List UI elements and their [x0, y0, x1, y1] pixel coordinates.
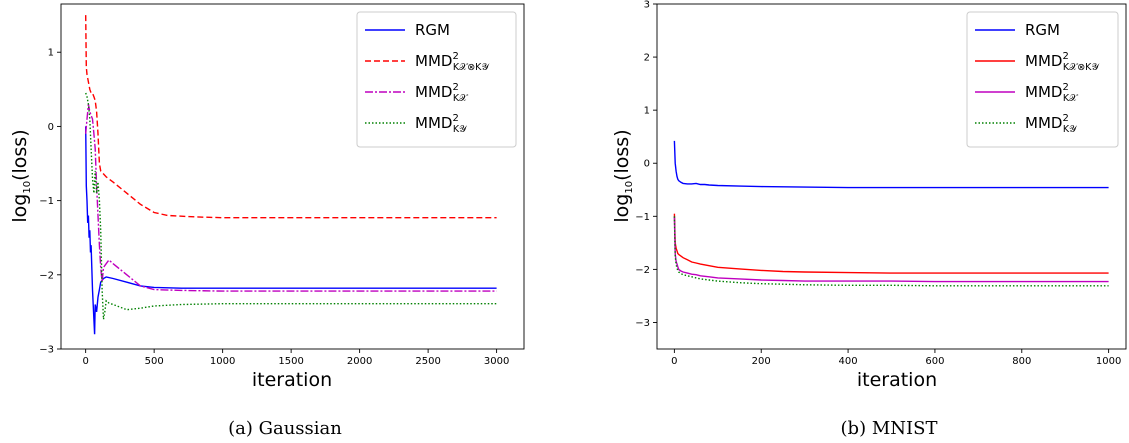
x-tick-label: 0 — [671, 356, 677, 367]
plot-frame-mnist — [656, 3, 1127, 350]
legend-entry-subscript: K𝒴 — [1063, 124, 1078, 135]
legend-entry: MMD2 K𝒳 — [415, 82, 469, 104]
legend-entry-subscript: K𝒳 — [1063, 93, 1079, 104]
series-line-3 — [85, 92, 497, 320]
legend-entry-subscript: K𝒳⊗K𝒴 — [1063, 62, 1101, 73]
y-axis-label-gaussian: log10(loss) — [9, 129, 33, 222]
x-tick-label: 1500 — [278, 356, 303, 367]
caption-gaussian: (a) Gaussian — [228, 418, 342, 439]
ticks-mnist: 0 200 400 600 800 1000 −3 −2 −1 0 1 2 3 — [635, 0, 1121, 367]
legend-entry-superscript: 2 — [1062, 51, 1068, 62]
x-axis-label-gaussian: iteration — [252, 369, 332, 391]
y-axis-label-subscript: 10 — [624, 181, 635, 194]
y-axis-label-base: log — [9, 194, 31, 223]
legend-entry-main: RGM — [415, 21, 450, 39]
legend-entry-main: MMD — [415, 52, 452, 70]
y-tick-label: 1 — [48, 48, 54, 59]
legend-entry-main: MMD — [415, 83, 452, 101]
y-axis-label-rest: (loss) — [9, 129, 31, 181]
series-line-0 — [673, 140, 1109, 189]
legend-entry-main: RGM — [1025, 21, 1060, 39]
legend-entry: MMD2 K𝒴 — [1025, 113, 1078, 135]
legend-entry-main: MMD — [1025, 83, 1062, 101]
x-tick-label: 500 — [145, 356, 164, 367]
panel-gaussian: 0 500 1000 1500 2000 2500 3000−3−2−101 RGMMMD2… — [9, 3, 525, 439]
x-tick-label: 200 — [752, 356, 771, 367]
legend-entry-subscript: K𝒴 — [453, 124, 468, 135]
ticks-gaussian: 0 500 1000 1500 2000 2500 3000 −3 −2 −1 0 1 — [39, 48, 509, 367]
legend-box — [356, 11, 517, 148]
legend-entry: MMD2 K𝒴 — [415, 113, 468, 135]
y-axis-label-base: log — [611, 194, 633, 223]
legend-entry: MMD2 K𝒳⊗K𝒴 — [415, 51, 490, 73]
x-axis-label-mnist: iteration — [857, 369, 937, 391]
legend-entry-main: MMD — [1025, 114, 1062, 132]
legend-entry: MMD2 K𝒳 — [1025, 82, 1079, 104]
legend-entry-superscript: 2 — [1062, 113, 1068, 124]
series-line-2 — [673, 216, 1109, 283]
y-tick-label: −1 — [39, 196, 54, 207]
legend-box — [966, 11, 1119, 148]
x-tick-label: 1000 — [1096, 356, 1121, 367]
legend-entry-main: MMD — [1025, 52, 1062, 70]
y-axis-label-subscript: 10 — [22, 181, 33, 194]
series-line-2 — [85, 104, 497, 292]
y-tick-label: −2 — [39, 270, 54, 281]
caption-mnist: (b) MNIST — [841, 418, 938, 439]
x-tick-label: 1000 — [210, 356, 235, 367]
legend-entry-superscript: 2 — [452, 82, 458, 93]
legend-entry: MMD2 K𝒳⊗K𝒴 — [1025, 51, 1100, 73]
legend-entry-superscript: 2 — [1062, 82, 1068, 93]
y-tick-label: 1 — [644, 106, 650, 117]
series-line-0 — [85, 126, 497, 335]
x-tick-label: 0 — [82, 356, 88, 367]
legend-entry-subscript: K𝒳⊗K𝒴 — [453, 62, 491, 73]
y-axis-label-mnist: log10(loss) — [611, 129, 635, 222]
y-tick-label: 0 — [644, 159, 650, 170]
y-tick-label: −2 — [635, 265, 650, 276]
y-tick-label: 0 — [48, 122, 54, 133]
legend-entry-subscript: K𝒳 — [453, 93, 469, 104]
x-tick-label: 400 — [839, 356, 858, 367]
legend-entry-superscript: 2 — [452, 113, 458, 124]
legend-entry: RGM — [1025, 21, 1060, 39]
series-mnist — [673, 140, 1109, 287]
plot-frame-gaussian — [60, 3, 525, 350]
legend-entry-superscript: 2 — [452, 51, 458, 62]
x-tick-label: 2000 — [347, 356, 372, 367]
series-gaussian — [85, 15, 497, 335]
y-tick-label: −1 — [635, 212, 650, 223]
legend-entry-main: MMD — [415, 114, 452, 132]
y-axis-label-rest: (loss) — [611, 129, 633, 181]
y-tick-label: −3 — [39, 345, 54, 356]
legend-entry: RGM — [415, 21, 450, 39]
y-tick-label: −3 — [635, 318, 650, 329]
series-line-3 — [673, 216, 1109, 287]
x-tick-label: 800 — [1012, 356, 1031, 367]
x-tick-label: 600 — [925, 356, 944, 367]
y-tick-label: 3 — [644, 0, 650, 11]
x-tick-label: 3000 — [484, 356, 509, 367]
y-tick-label: 2 — [644, 53, 650, 64]
series-line-1 — [85, 15, 497, 219]
series-line-1 — [673, 213, 1109, 274]
x-tick-label: 2500 — [415, 356, 440, 367]
